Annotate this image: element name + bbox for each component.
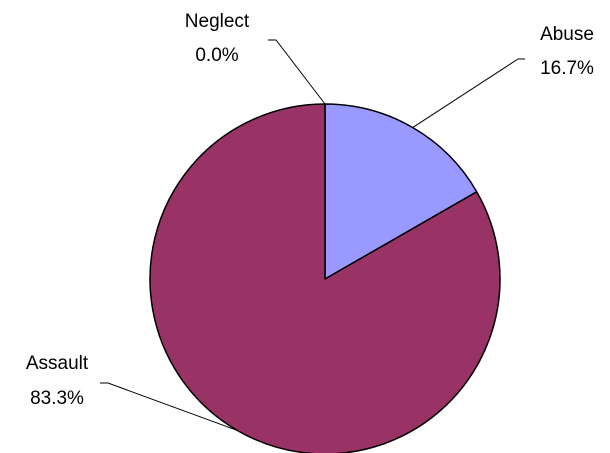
slice-label-neglect-value: 0.0% (195, 45, 238, 66)
slice-label-assault-name: Assault (26, 353, 89, 374)
pie-slice-abuse (324, 103, 478, 280)
leader-line-abuse (412, 58, 525, 128)
slice-label-abuse-value: 16.7% (540, 58, 594, 79)
pie-slice-assault (149, 103, 501, 453)
leader-lines (100, 39, 525, 431)
slice-label-abuse-name: Abuse (540, 24, 594, 45)
leader-line-neglect (268, 39, 326, 105)
pie-slices (149, 103, 501, 453)
slice-label-assault-value: 83.3% (30, 388, 84, 409)
slice-label-neglect-name: Neglect (185, 11, 250, 32)
leader-line-assault (100, 382, 238, 431)
